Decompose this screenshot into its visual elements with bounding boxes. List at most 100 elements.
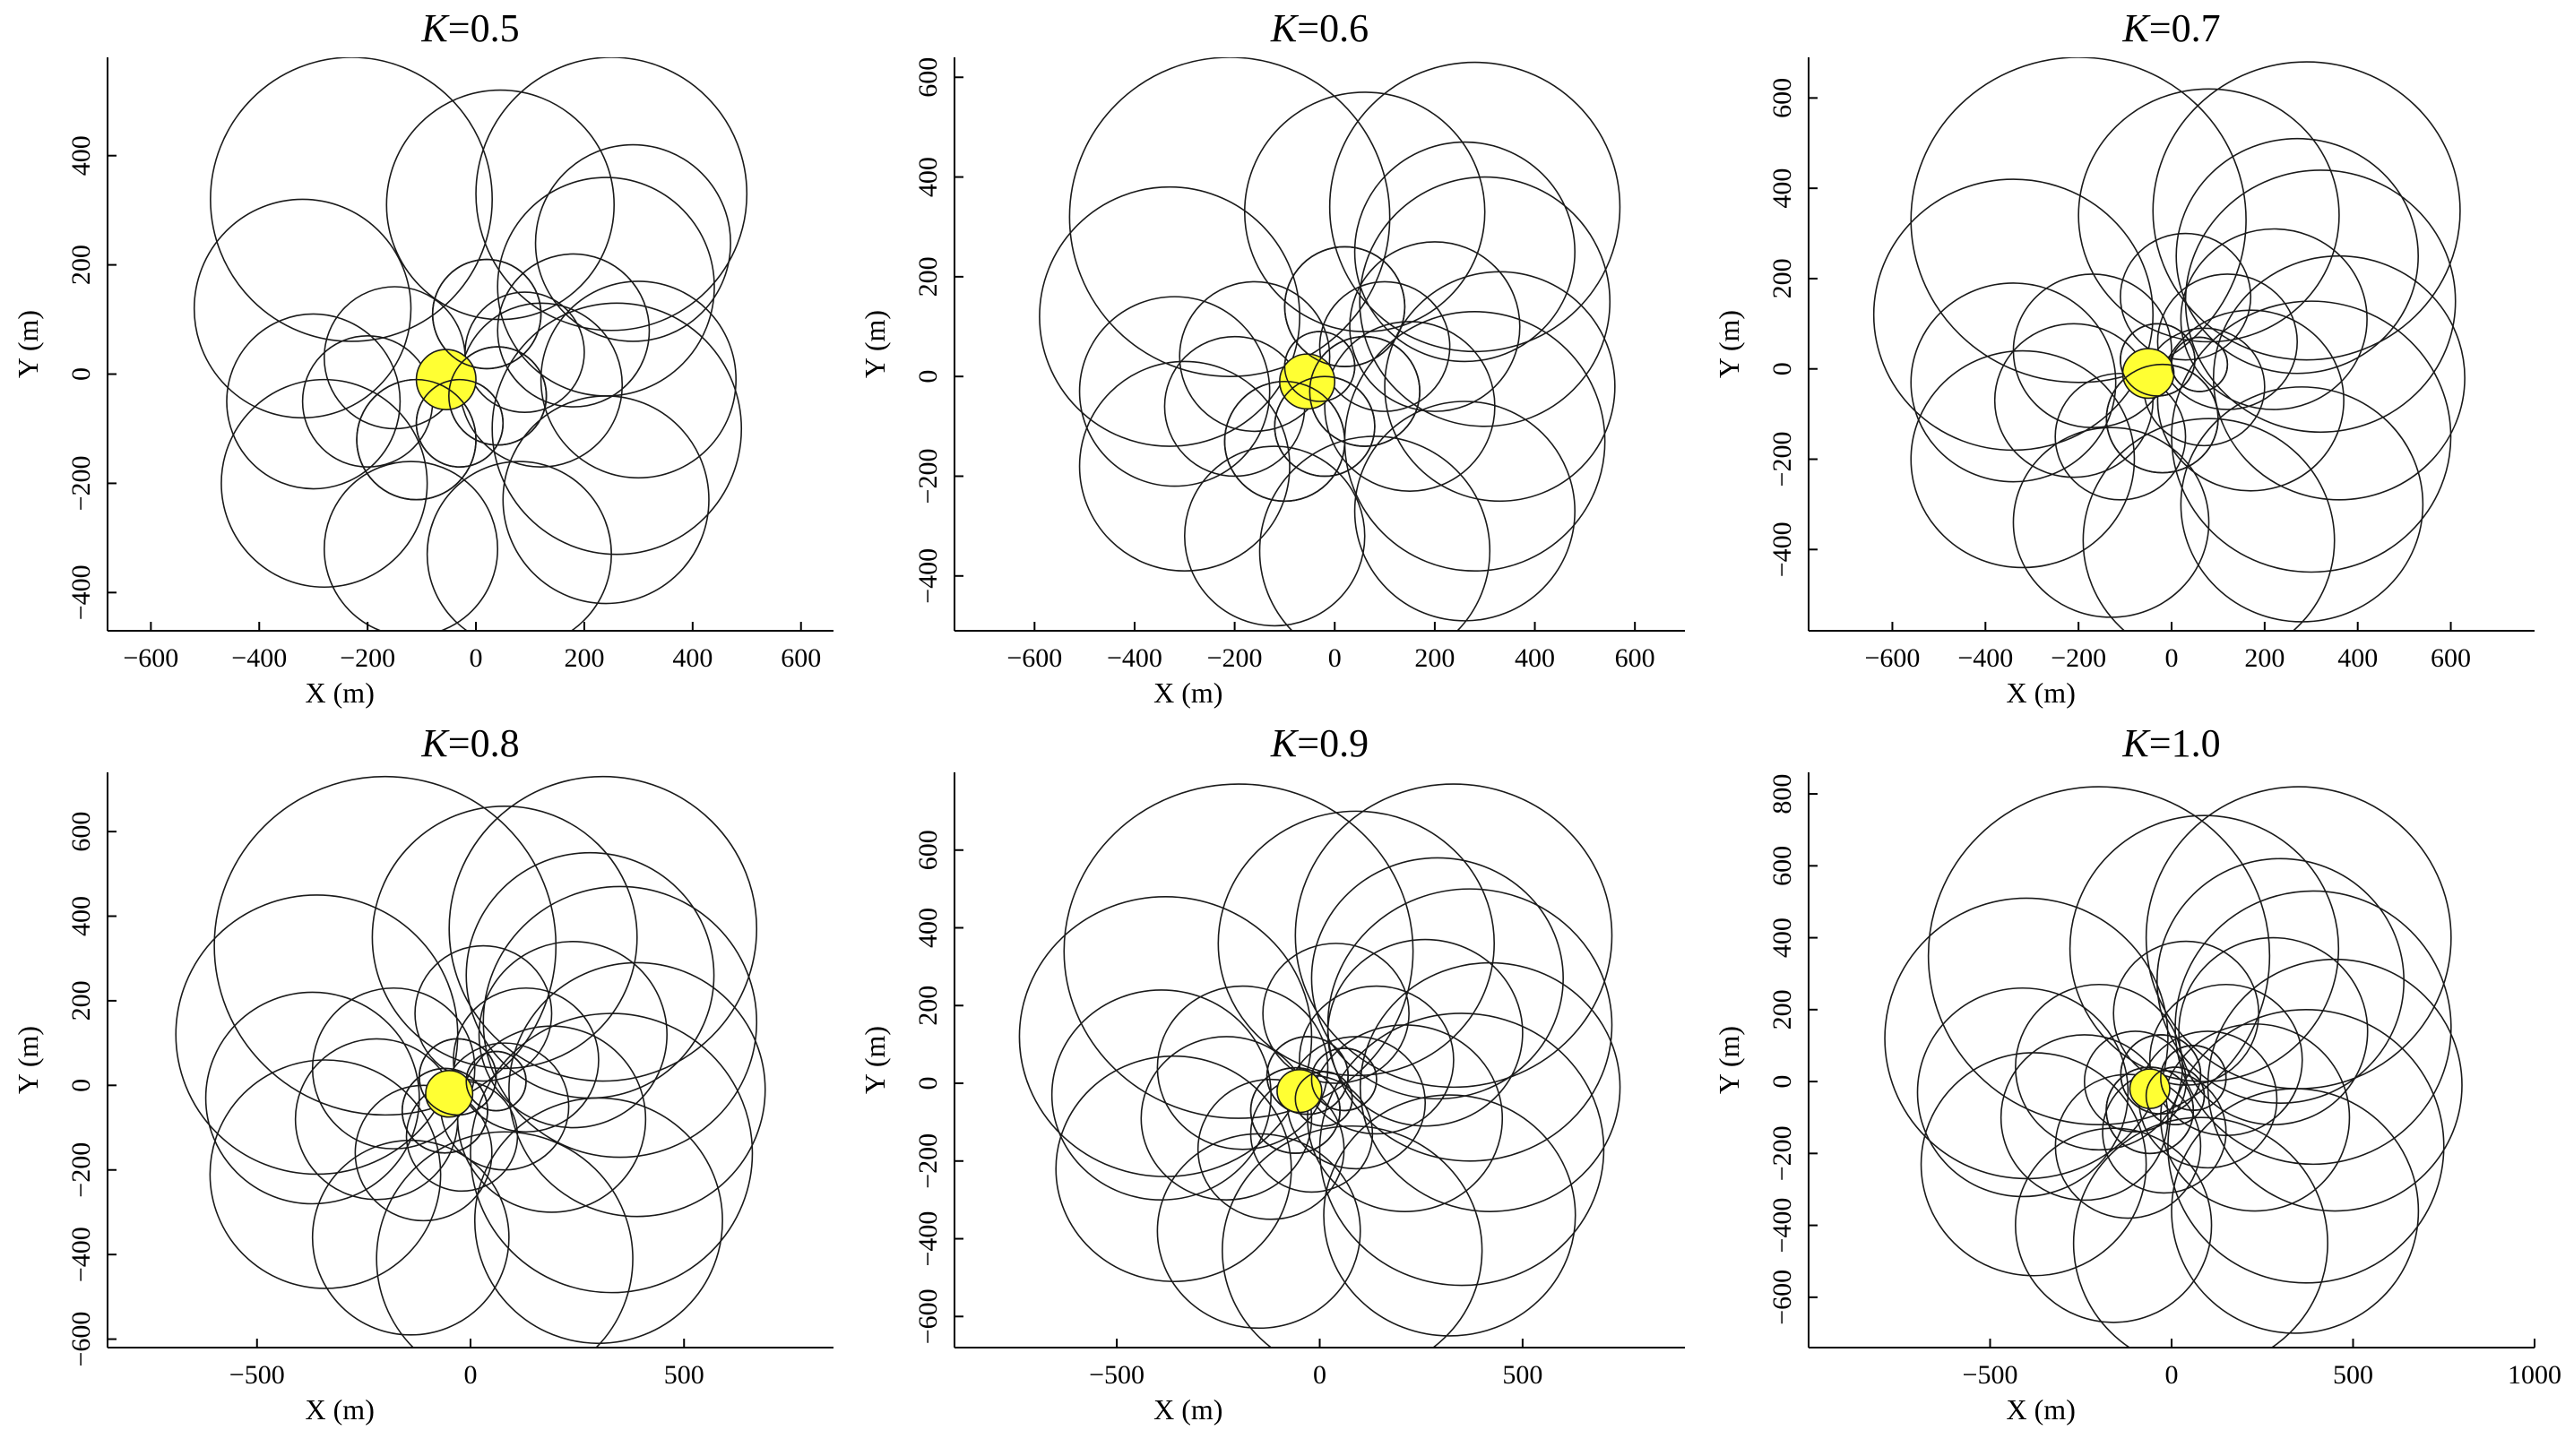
- x-tick-label: −600: [123, 643, 178, 673]
- trajectory-circle: [294, 1038, 459, 1201]
- trajectory-circle: [1156, 985, 1329, 1150]
- x-tick-label: 0: [1328, 643, 1342, 673]
- x-tick-label: 400: [672, 643, 713, 673]
- trajectory-circle: [2156, 857, 2406, 1104]
- trajectory-circle: [1223, 380, 1346, 503]
- trajectory-circle: [2054, 372, 2187, 501]
- trajectory-circle: [431, 258, 542, 370]
- x-tick-label: −200: [340, 643, 395, 673]
- trajectory-circle: [1078, 296, 1271, 487]
- panel-title: K=0.8: [420, 721, 519, 765]
- title-variable: K: [1270, 721, 1300, 765]
- trajectory-circle: [311, 986, 476, 1150]
- panel-title: K=1.0: [2121, 721, 2220, 765]
- trajectory-circle: [1258, 435, 1491, 631]
- trajectory-circle: [1343, 311, 1606, 573]
- trajectory-circle: [1910, 57, 2247, 383]
- y-tick-label: −600: [66, 1312, 96, 1367]
- y-tick-label: 400: [913, 908, 943, 948]
- trajectory-circle: [1050, 989, 1272, 1201]
- title-variable: K: [420, 6, 450, 50]
- x-tick-label: 500: [664, 1360, 704, 1390]
- x-tick-label: −500: [1963, 1360, 2018, 1390]
- trajectory-circle: [2084, 1030, 2188, 1133]
- trajectory-circle: [210, 57, 493, 342]
- y-tick-label: −400: [913, 1211, 943, 1267]
- panel-2: −600 −400 −200 0 200 400 600 −400 −200 0 200 400 600…: [859, 6, 1685, 709]
- y-tick-label: −400: [66, 1227, 96, 1282]
- trajectory-circle: [2015, 1127, 2213, 1323]
- trajectory-circle: [448, 775, 758, 1082]
- trajectory-circle: [2012, 426, 2210, 618]
- trajectory-circle: [376, 1131, 634, 1348]
- panel-6: −500 0 500 1000 −600 −400 −200 0 200 400 600 800 X (…: [1713, 721, 2561, 1426]
- panel-title: K=0.9: [1270, 721, 1369, 765]
- title-variable: K: [2121, 6, 2151, 50]
- trajectory-circle: [1349, 241, 1521, 412]
- trajectory-circle: [226, 313, 402, 490]
- trajectory-circle: [1039, 185, 1300, 447]
- trajectory-circle: [2156, 309, 2345, 492]
- trajectory-circle: [1318, 280, 1451, 412]
- y-tick-label: 800: [1767, 774, 1797, 814]
- y-tick-label: −400: [913, 548, 943, 604]
- x-axis-label: X (m): [2007, 676, 2076, 709]
- y-tick-label: 0: [913, 1077, 943, 1090]
- y-tick-label: −200: [66, 455, 96, 511]
- trajectory-circle: [354, 1084, 493, 1222]
- trajectory-circle: [2145, 1066, 2206, 1126]
- trajectory-circle: [1063, 783, 1414, 1119]
- y-tick-label: 200: [66, 245, 96, 285]
- title-value: =0.8: [448, 721, 520, 765]
- trajectory-circle: [470, 1012, 754, 1294]
- x-tick-label: −200: [1207, 643, 1263, 673]
- trajectory-circle: [2184, 169, 2457, 434]
- trajectory-circle: [508, 961, 766, 1218]
- x-tick-label: −500: [1089, 1360, 1144, 1390]
- y-tick-label: −600: [913, 1288, 943, 1344]
- trajectory-circle: [1217, 810, 1495, 1077]
- trajectory-circle: [324, 461, 498, 631]
- trajectory-circle: [2174, 890, 2452, 1166]
- trajectory-circle: [473, 1097, 723, 1345]
- trajectory-circle: [465, 1050, 527, 1112]
- trajectory-circle: [2167, 1009, 2445, 1284]
- trajectory-circle: [401, 1067, 488, 1154]
- trajectory-circle: [1328, 61, 1621, 353]
- x-tick-label: 200: [1414, 643, 1455, 673]
- trajectory-circle: [415, 378, 505, 468]
- trajectory-circle: [2171, 336, 2229, 392]
- trajectory-circle: [1299, 985, 1455, 1135]
- trajectory-circle: [2069, 814, 2340, 1082]
- trajectory-circle: [2180, 386, 2424, 623]
- circles-group: [193, 57, 748, 631]
- trajectory-circle: [2156, 273, 2298, 410]
- y-axis-label: Y (m): [859, 310, 891, 378]
- x-axis-label: X (m): [1153, 676, 1222, 709]
- trajectory-circle: [2180, 228, 2368, 410]
- trajectory-circle: [502, 395, 710, 605]
- trajectory-circle: [2015, 983, 2183, 1151]
- circles-group: [1872, 57, 2466, 631]
- y-tick-label: 600: [913, 57, 943, 98]
- x-tick-label: 0: [470, 643, 483, 673]
- y-tick-label: −200: [913, 1133, 943, 1189]
- trajectory-circle: [1310, 857, 1564, 1100]
- x-axis-label: X (m): [306, 1393, 375, 1426]
- trajectory-circle: [1927, 786, 2271, 1126]
- x-tick-label: −500: [229, 1360, 285, 1390]
- circles-group: [1018, 783, 1621, 1348]
- y-tick-label: −200: [1767, 1125, 1797, 1181]
- trajectory-circle: [2175, 137, 2419, 375]
- y-tick-label: 400: [66, 896, 96, 936]
- x-tick-label: −400: [1957, 643, 2013, 673]
- x-tick-label: 600: [1615, 643, 1655, 673]
- circles-group: [1884, 786, 2463, 1348]
- trajectory-circle: [2148, 983, 2303, 1137]
- trajectory-circle: [2000, 1034, 2169, 1202]
- y-axis-label: Y (m): [1713, 1026, 1745, 1094]
- trajectory-circle: [1274, 375, 1376, 478]
- y-tick-label: 0: [1767, 362, 1797, 375]
- panel-1: −600 −400 −200 0 200 400 600 −400 −200 0 200 400 X (…: [12, 6, 834, 709]
- trajectory-circle: [2112, 940, 2259, 1086]
